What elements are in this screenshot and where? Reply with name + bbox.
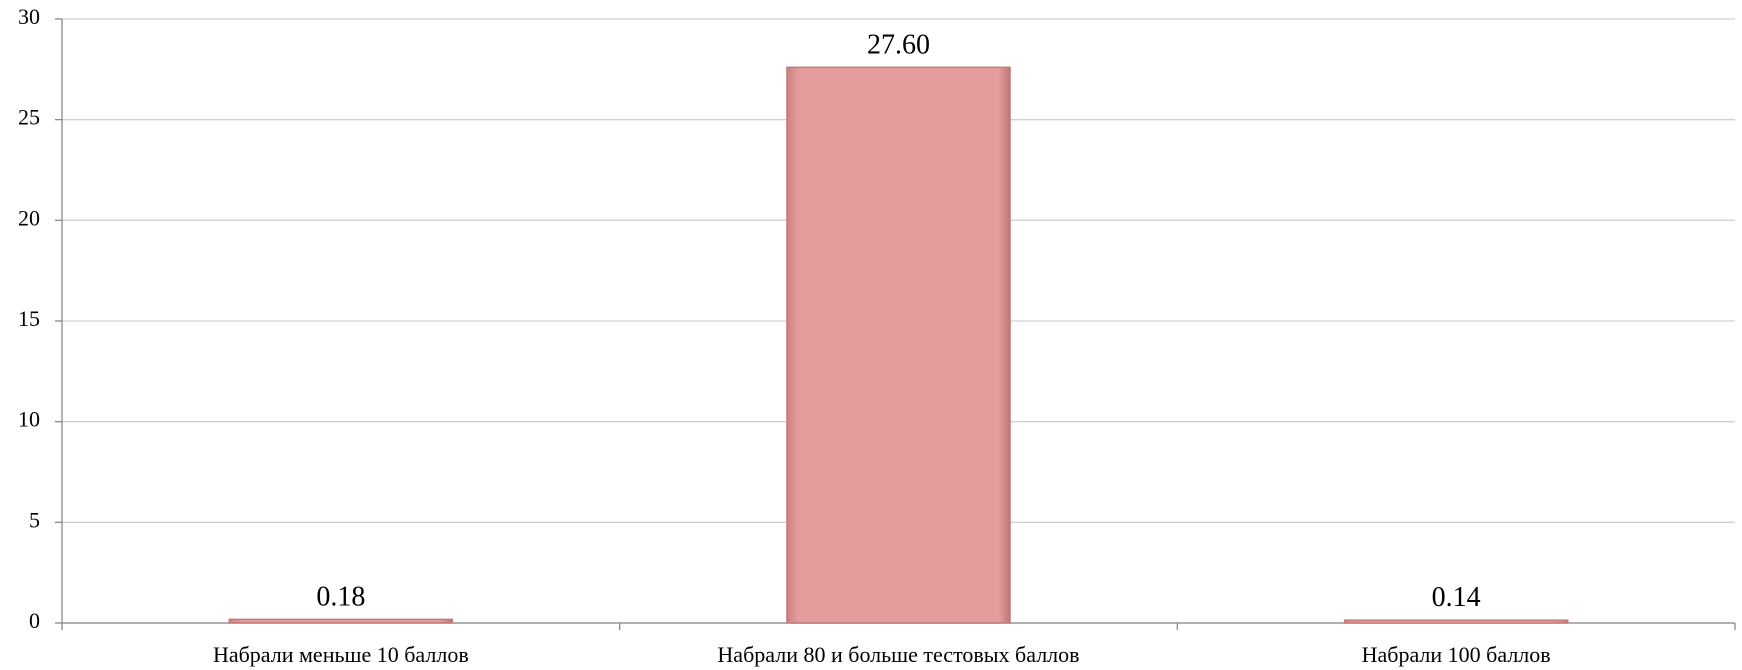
y-tick-label: 0 <box>29 608 40 633</box>
y-tick-label: 5 <box>29 507 40 532</box>
y-tick-label: 15 <box>18 306 40 331</box>
bar <box>228 618 454 624</box>
x-tick-label: Набрали 80 и больше тестовых баллов <box>717 642 1079 667</box>
y-tick-label: 30 <box>18 4 40 29</box>
y-tick-label: 25 <box>18 105 40 130</box>
data-label: 27.60 <box>867 29 930 60</box>
bar <box>1343 619 1569 624</box>
x-tick-label: Набрали 100 баллов <box>1362 642 1551 667</box>
y-tick-label: 20 <box>18 205 40 230</box>
data-label: 0.14 <box>1432 582 1481 613</box>
bar <box>786 66 1011 624</box>
y-tick-label: 10 <box>18 407 40 432</box>
data-label: 0.18 <box>316 581 365 612</box>
x-tick-label: Набрали меньше 10 баллов <box>213 642 469 667</box>
